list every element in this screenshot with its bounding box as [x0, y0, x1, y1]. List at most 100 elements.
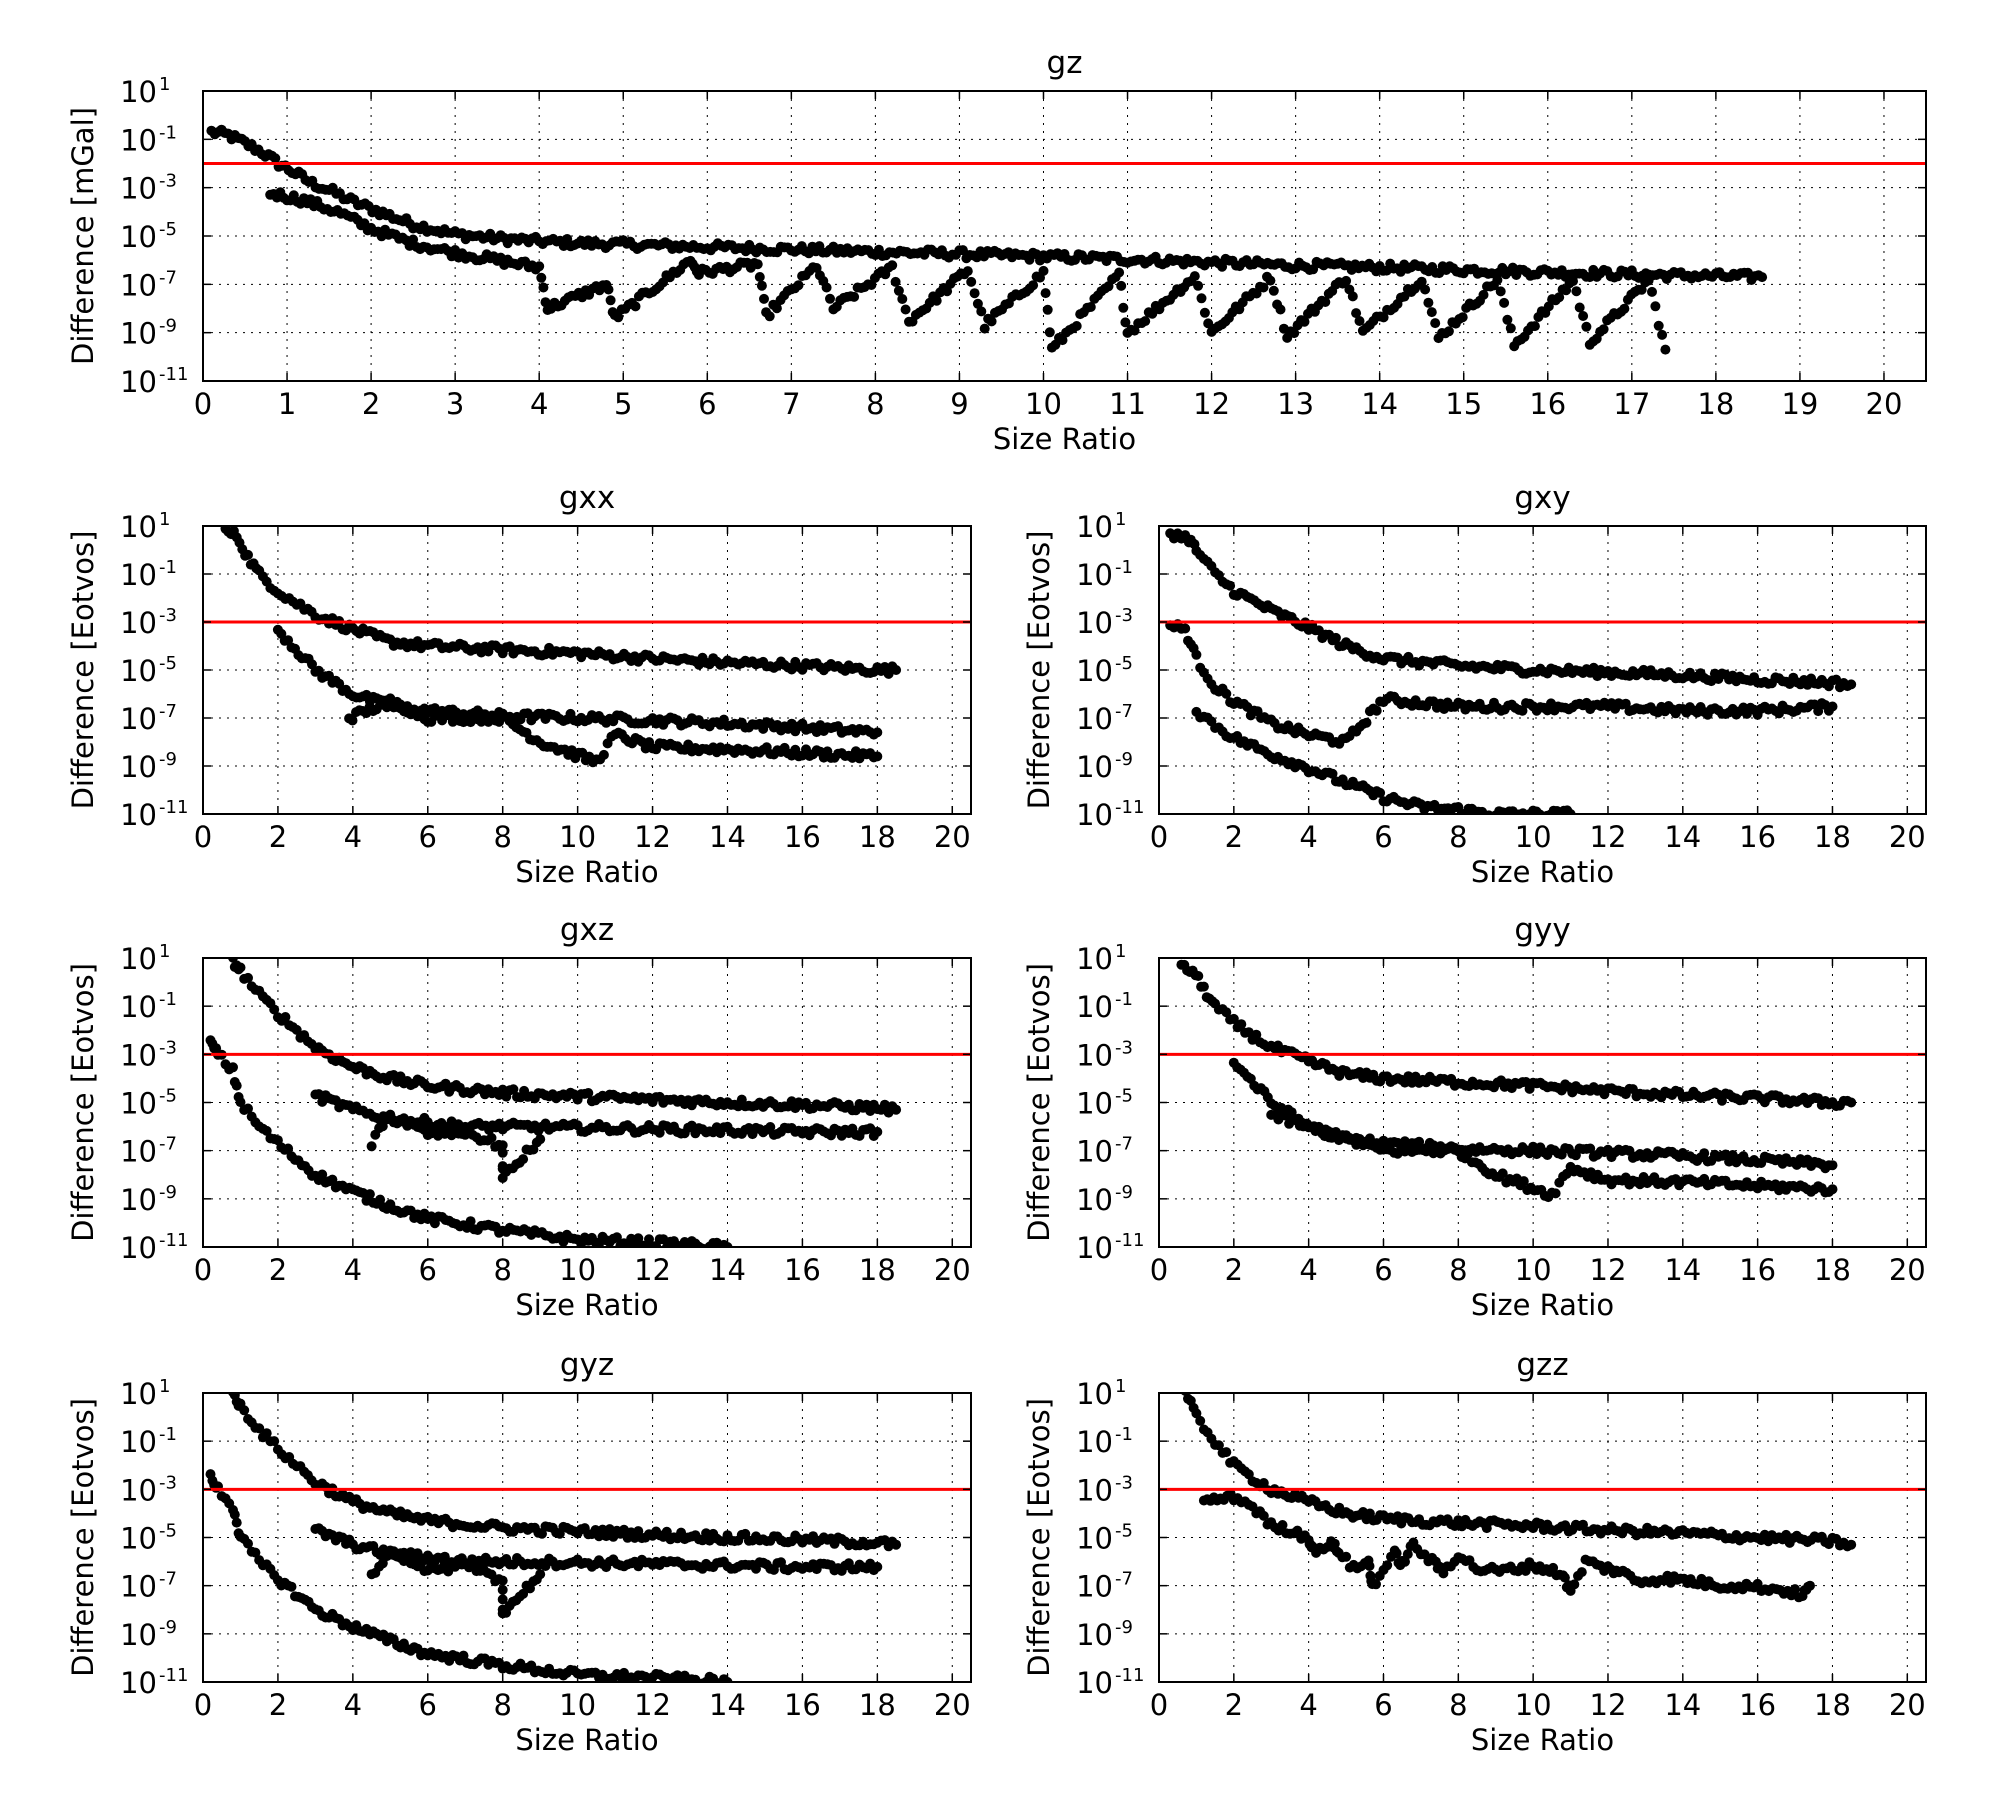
panel-title: gxy	[1514, 480, 1570, 516]
y-tick-exponent: -7	[159, 267, 177, 288]
data-point	[825, 293, 835, 304]
data-point	[654, 1127, 665, 1138]
x-tick-label: 2	[269, 1688, 287, 1722]
data-point	[1251, 1029, 1262, 1040]
data-point	[1347, 291, 1358, 302]
y-tick-label: 10	[120, 990, 157, 1024]
data-point	[1289, 328, 1300, 339]
y-tick-label: 10	[120, 1231, 157, 1265]
x-tick-label: 6	[419, 820, 437, 854]
y-tick-exponent: -11	[159, 1230, 188, 1251]
x-tick-label: 8	[1449, 1253, 1467, 1287]
data-point	[1028, 280, 1039, 291]
x-tick-label: 2	[1225, 1253, 1243, 1287]
x-tick-label: 4	[344, 820, 362, 854]
data-point	[1364, 1561, 1375, 1571]
data-point	[1228, 1013, 1239, 1024]
data-point	[1341, 1551, 1352, 1562]
x-tick-label: 6	[419, 1688, 437, 1722]
data-point	[1660, 344, 1671, 355]
x-tick-label: 12	[1590, 820, 1627, 854]
data-point	[1528, 1141, 1539, 1152]
y-tick-label: 10	[1076, 1377, 1113, 1411]
data-point	[476, 716, 487, 727]
y-tick-exponent: -1	[159, 557, 177, 578]
x-axis-label: Size Ratio	[1471, 855, 1614, 889]
data-point	[261, 1125, 272, 1136]
data-point	[972, 298, 983, 309]
data-point	[1643, 275, 1654, 286]
panel-title: gxx	[559, 480, 615, 516]
x-tick-label: 0	[194, 820, 212, 854]
x-tick-label: 20	[1889, 820, 1926, 854]
data-point	[893, 285, 904, 296]
data-point	[250, 1547, 261, 1558]
y-tick-label: 10	[1076, 1135, 1113, 1169]
data-point	[986, 316, 997, 327]
data-points	[205, 958, 902, 1247]
data-point	[1382, 1560, 1393, 1571]
y-tick-label: 10	[120, 1618, 157, 1652]
data-point	[1371, 705, 1382, 716]
data-point	[1400, 1556, 1410, 1567]
x-tick-label: 4	[344, 1688, 362, 1722]
data-point	[891, 1539, 902, 1550]
data-point	[1268, 285, 1279, 296]
x-tick-label: 12	[1590, 1253, 1627, 1287]
data-point	[1236, 1019, 1247, 1030]
data-point	[364, 1189, 375, 1200]
data-point	[235, 1097, 246, 1108]
y-tick-label: 10	[120, 1570, 157, 1604]
y-tick-exponent: -5	[1115, 653, 1133, 674]
data-point	[1443, 326, 1454, 337]
y-axis-label: Difference [Eotvos]	[66, 1398, 100, 1677]
y-tick-label: 10	[1076, 1183, 1113, 1217]
data-point	[269, 1004, 280, 1015]
y-tick-label: 10	[120, 1087, 157, 1121]
x-tick-label: 2	[362, 387, 380, 421]
y-tick-exponent: -5	[159, 219, 177, 240]
y-axis-label: Difference [Eotvos]	[1022, 1398, 1056, 1677]
data-point	[1696, 1573, 1707, 1584]
data-point	[1258, 282, 1269, 293]
data-point	[307, 659, 317, 670]
data-point	[1225, 580, 1236, 591]
data-point	[231, 1080, 242, 1091]
data-point	[1378, 312, 1389, 323]
x-axis-label: Size Ratio	[1471, 1723, 1614, 1757]
data-point	[1505, 323, 1516, 334]
data-point	[1354, 316, 1365, 326]
data-point	[583, 1088, 594, 1098]
data-point	[966, 276, 977, 287]
data-point	[1221, 688, 1232, 699]
data-point	[1650, 301, 1661, 312]
y-tick-exponent: -9	[159, 1182, 177, 1203]
data-point	[1116, 280, 1127, 291]
y-tick-exponent: -11	[159, 1665, 188, 1686]
data-point	[891, 665, 902, 675]
data-point	[771, 303, 782, 314]
x-tick-label: 18	[859, 820, 896, 854]
data-point	[1351, 308, 1362, 319]
data-point	[1277, 1520, 1288, 1530]
y-tick-exponent: -3	[1115, 1037, 1133, 1058]
x-tick-label: 10	[559, 820, 596, 854]
data-point	[1502, 314, 1513, 325]
data-point	[1790, 1584, 1800, 1595]
data-point	[1846, 1097, 1857, 1108]
y-tick-exponent: -11	[159, 364, 188, 385]
x-tick-label: 2	[269, 1253, 287, 1287]
data-point	[1308, 264, 1319, 275]
data-point	[1038, 265, 1049, 276]
data-point	[1193, 280, 1204, 291]
data-point	[497, 1140, 508, 1151]
y-tick-label: 10	[120, 558, 157, 592]
data-point	[1203, 318, 1214, 329]
data-point	[1191, 649, 1202, 660]
data-point	[408, 234, 419, 245]
data-point	[756, 280, 767, 291]
data-point	[1565, 809, 1576, 814]
x-tick-label: 18	[1814, 1688, 1851, 1722]
x-axis-label: Size Ratio	[993, 422, 1136, 456]
